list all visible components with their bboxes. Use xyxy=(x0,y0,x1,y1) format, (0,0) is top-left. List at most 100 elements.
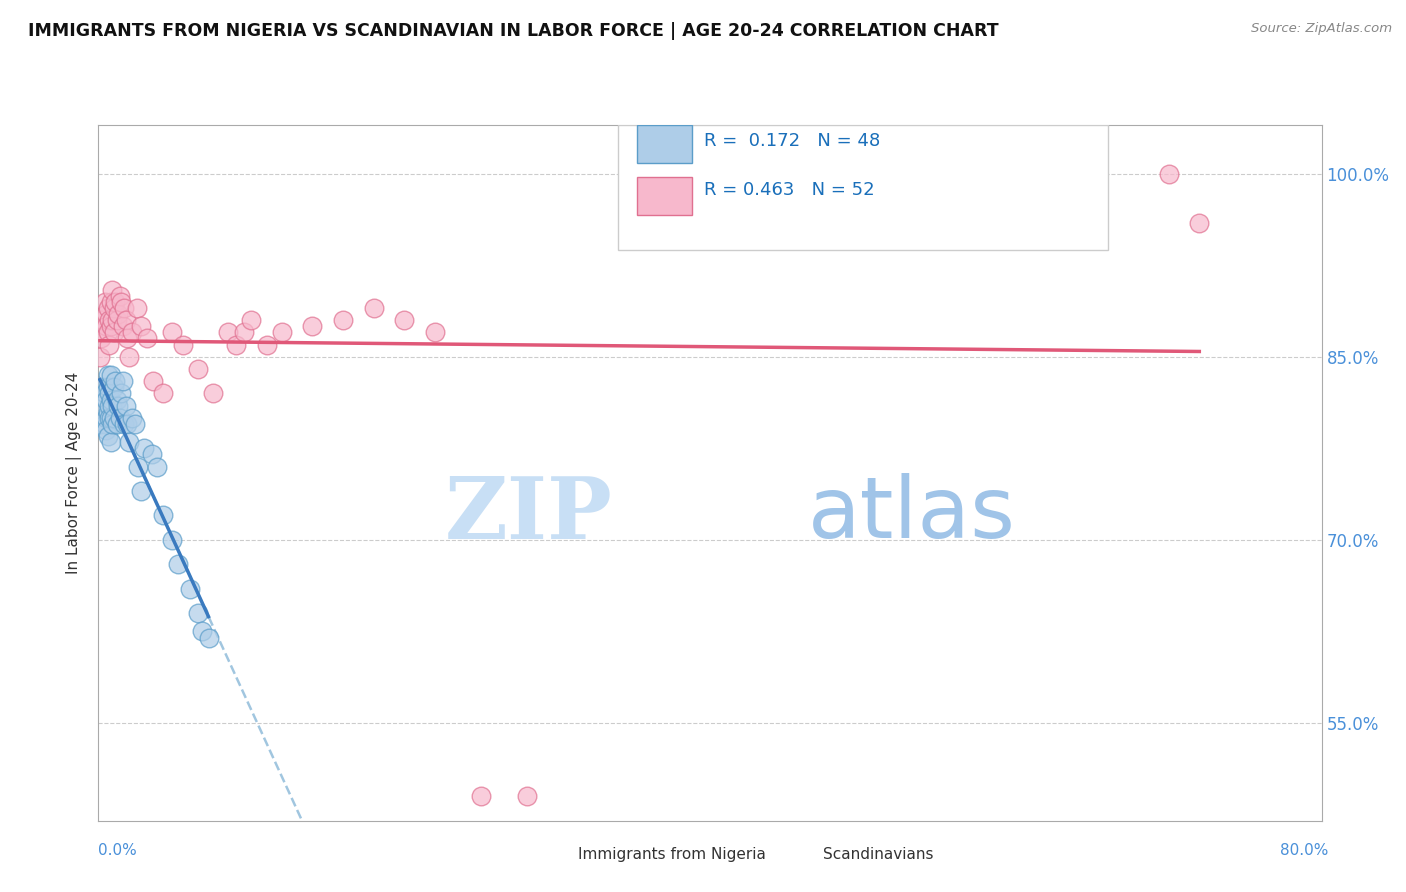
Point xyxy=(112,417,135,431)
Point xyxy=(94,392,117,407)
Text: 80.0%: 80.0% xyxy=(1281,843,1329,858)
Point xyxy=(93,417,115,431)
Point xyxy=(191,624,214,639)
Point xyxy=(111,319,134,334)
Point xyxy=(152,386,174,401)
Point xyxy=(217,326,239,340)
Point xyxy=(141,447,163,461)
Point xyxy=(103,380,125,394)
Point xyxy=(98,410,121,425)
Text: ZIP: ZIP xyxy=(444,473,612,557)
Point xyxy=(100,410,122,425)
Point xyxy=(1188,215,1211,229)
Point xyxy=(125,301,148,315)
Point xyxy=(105,392,128,407)
FancyBboxPatch shape xyxy=(619,125,1108,250)
Point xyxy=(108,289,131,303)
Point xyxy=(98,337,121,351)
Text: 0.0%: 0.0% xyxy=(98,843,138,858)
Point xyxy=(172,337,194,351)
Text: R = 0.463   N = 52: R = 0.463 N = 52 xyxy=(704,180,875,199)
Point xyxy=(93,386,115,401)
Point xyxy=(94,319,117,334)
Point xyxy=(516,789,538,804)
Point xyxy=(124,417,146,431)
Point xyxy=(107,399,129,413)
FancyBboxPatch shape xyxy=(637,177,692,215)
Point xyxy=(100,392,122,407)
Point xyxy=(91,380,114,394)
Point xyxy=(93,294,115,309)
Point xyxy=(152,508,174,523)
Point xyxy=(134,442,156,456)
Point xyxy=(129,319,152,334)
Text: atlas: atlas xyxy=(808,473,1017,556)
Point xyxy=(145,459,167,474)
Point xyxy=(142,374,165,388)
Point xyxy=(97,429,120,443)
Point xyxy=(101,313,124,327)
Point xyxy=(98,386,121,401)
Point xyxy=(112,301,135,315)
Y-axis label: In Labor Force | Age 20-24: In Labor Force | Age 20-24 xyxy=(66,372,83,574)
Point xyxy=(97,380,120,394)
Point xyxy=(136,331,159,345)
Point xyxy=(121,326,143,340)
Point xyxy=(107,307,129,321)
Point xyxy=(127,459,149,474)
FancyBboxPatch shape xyxy=(778,838,814,870)
Text: Source: ZipAtlas.com: Source: ZipAtlas.com xyxy=(1251,22,1392,36)
Point xyxy=(110,386,132,401)
Point xyxy=(240,313,263,327)
Point xyxy=(100,368,122,383)
Point xyxy=(167,558,190,572)
Point xyxy=(89,417,111,431)
Text: IMMIGRANTS FROM NIGERIA VS SCANDINAVIAN IN LABOR FORCE | AGE 20-24 CORRELATION C: IMMIGRANTS FROM NIGERIA VS SCANDINAVIAN … xyxy=(28,22,998,40)
FancyBboxPatch shape xyxy=(533,838,569,870)
Text: Scandinavians: Scandinavians xyxy=(823,847,934,862)
Point xyxy=(270,326,292,340)
Point xyxy=(101,399,124,413)
Point xyxy=(118,435,141,450)
Point xyxy=(115,313,138,327)
Point xyxy=(363,301,385,315)
Point xyxy=(100,435,122,450)
Point xyxy=(301,319,323,334)
Point xyxy=(256,337,278,351)
Point xyxy=(179,582,201,596)
Point xyxy=(117,331,139,345)
Point xyxy=(232,326,254,340)
Point xyxy=(101,283,124,297)
Point xyxy=(197,631,219,645)
Point xyxy=(103,410,125,425)
Text: Immigrants from Nigeria: Immigrants from Nigeria xyxy=(578,847,766,862)
Point xyxy=(225,337,247,351)
Point xyxy=(104,294,127,309)
Point xyxy=(94,307,117,321)
Point xyxy=(104,374,127,388)
Point xyxy=(108,410,131,425)
Point xyxy=(90,331,112,345)
Point xyxy=(98,399,121,413)
Point xyxy=(118,350,141,364)
Point xyxy=(97,405,120,419)
Point xyxy=(94,410,117,425)
Point xyxy=(121,410,143,425)
Point xyxy=(392,313,416,327)
Point xyxy=(332,313,354,327)
Point xyxy=(89,350,111,364)
Point xyxy=(105,313,128,327)
FancyBboxPatch shape xyxy=(637,125,692,163)
Point xyxy=(129,484,152,499)
Point xyxy=(103,326,125,340)
Point xyxy=(1157,167,1180,181)
Point xyxy=(187,362,209,376)
Point xyxy=(160,326,183,340)
Text: R =  0.172   N = 48: R = 0.172 N = 48 xyxy=(704,132,880,150)
Point xyxy=(98,313,121,327)
Point xyxy=(94,423,117,437)
Point xyxy=(160,533,183,547)
Point xyxy=(90,399,112,413)
Point xyxy=(115,399,138,413)
Point xyxy=(97,301,120,315)
